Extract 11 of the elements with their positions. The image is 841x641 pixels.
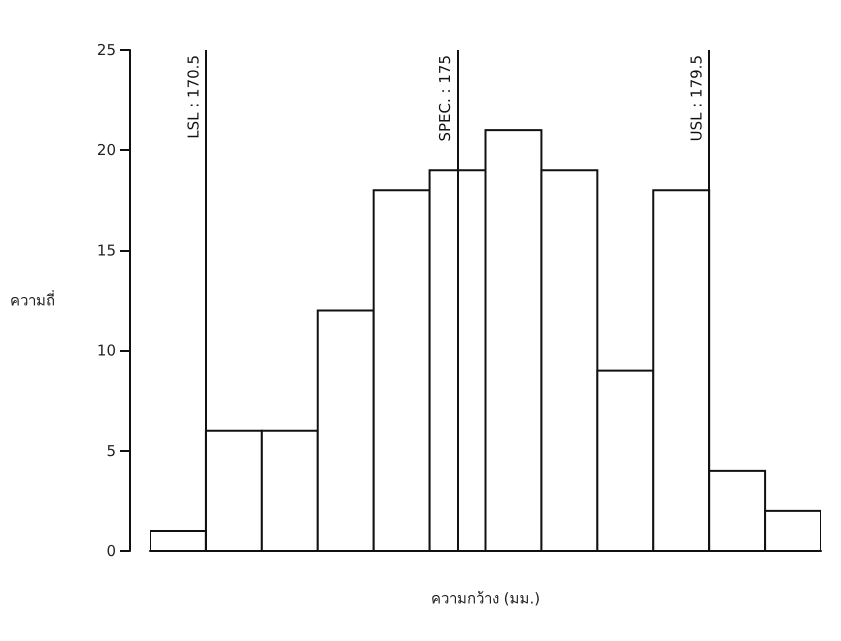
ref-line-label: USL : 179.5 <box>688 55 706 142</box>
x-axis-title: ความกว้าง (มม.) <box>430 590 540 608</box>
y-axis-title: ความถี่ <box>10 290 55 310</box>
y-tick-label: 5 <box>106 442 116 460</box>
ref-line-label: LSL : 170.5 <box>184 55 202 139</box>
ref-line-label: SPEC. : 175 <box>436 55 454 142</box>
y-tick-label: 20 <box>96 141 116 160</box>
y-tick-label: 0 <box>106 542 116 560</box>
y-tick-label: 10 <box>96 342 116 360</box>
y-tick-label: 25 <box>96 41 116 59</box>
y-tick-label: 15 <box>96 241 116 260</box>
